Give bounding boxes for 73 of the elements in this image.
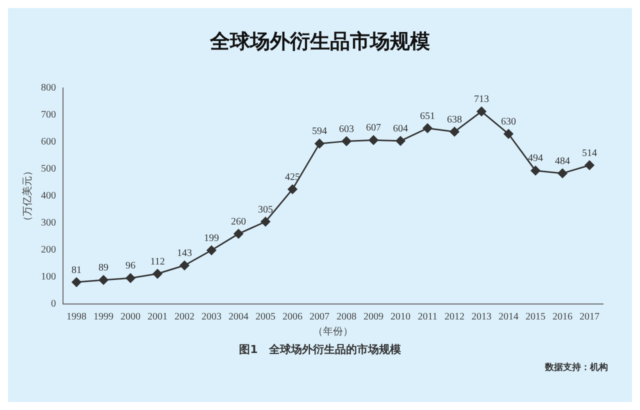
point [396,136,406,146]
point [530,166,540,176]
point [504,129,514,139]
x-tick-label: 2013 [472,312,492,323]
x-tick-label: 2010 [390,312,410,323]
x-tick-label: 1999 [94,312,114,323]
y-tick-label: 800 [41,82,56,94]
chart-title: 全球场外衍生品市场规模 [208,28,431,55]
data-label: 638 [447,114,462,126]
x-tick-label: 2003 [202,312,222,323]
data-label: 96 [126,260,136,272]
y-tick-label: 600 [41,136,56,148]
point [314,138,324,148]
data-label: 603 [339,124,354,135]
y-tick-label: 300 [41,218,56,229]
point [126,273,136,283]
x-tick-label: 2015 [526,312,546,323]
x-tick-label: 2006 [282,312,302,323]
y-tick-label: 0 [51,298,56,310]
point [558,168,568,178]
data-label: 630 [501,116,516,128]
y-tick-label: 700 [41,110,56,121]
x-tick-label: 2014 [498,312,518,323]
x-tick-label: 2016 [552,312,572,323]
point [98,275,108,285]
point [234,229,244,239]
x-tick-label: 2008 [336,312,356,323]
x-tick-label: 2005 [256,312,276,323]
data-label: 494 [528,153,543,164]
data-label: 594 [312,126,327,138]
text: 数据支持：机构 [544,361,609,374]
y-tick-label: 500 [41,164,56,175]
point [72,277,82,287]
point [152,269,162,279]
point [180,260,190,270]
data-label: 199 [204,232,219,244]
data-label: 143 [177,248,192,260]
x-axis-title: （年份） [313,326,353,338]
point [368,135,378,145]
y-axis-title: （万亿美元） [22,166,34,226]
data-label: 514 [582,148,597,159]
point [450,126,460,136]
point [288,184,298,194]
x-tick-label: 2004 [228,312,248,323]
x-tick-label: 2007 [310,312,330,323]
x-tick-label: 2017 [580,312,600,323]
point [584,160,594,170]
x-tick-label: 2002 [174,312,194,323]
data-label: 89 [98,262,108,274]
point [206,246,216,256]
point [342,136,352,146]
y-tick-label: 200 [41,244,56,256]
y-tick-label: 100 [41,272,56,283]
data-label: 81 [72,264,82,276]
x-tick-label: 2012 [444,312,464,323]
y-tick-label: 400 [41,190,56,202]
point [260,216,270,226]
x-tick-label: 2000 [120,312,140,323]
x-tick-label: 2009 [364,312,384,323]
data-label: 713 [474,94,489,106]
point [476,106,486,116]
data-label: 607 [366,122,381,134]
x-tick-label: 2011 [418,312,438,323]
caption: 图1 全球场外衍生品的市场规模 [238,342,402,357]
data-label: 604 [393,124,408,135]
data-label: 305 [258,204,273,216]
data-label: 112 [150,256,165,268]
data-label: 484 [555,156,570,167]
data-label: 260 [231,216,246,228]
point [422,123,432,133]
x-tick-label: 2001 [148,312,168,323]
data-label: 651 [420,110,435,122]
x-tick-label: 1998 [66,312,86,323]
